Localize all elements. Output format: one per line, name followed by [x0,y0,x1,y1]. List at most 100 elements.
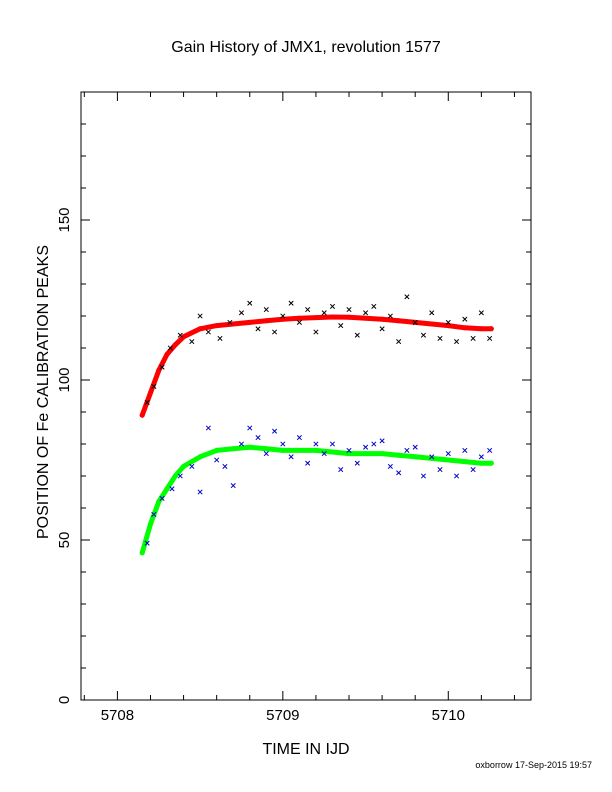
data-point [371,303,377,309]
data-point [462,447,468,453]
data-point [470,467,476,473]
data-point [453,339,460,345]
data-point [280,313,286,319]
data-point [412,444,418,450]
data-point [139,412,145,418]
data-point [238,310,245,316]
data-point [354,332,360,338]
data-point [181,463,187,469]
data-point [217,335,223,341]
data-point [288,300,294,306]
data-point [151,511,157,517]
data-point [159,364,165,370]
data-point [404,447,410,453]
data-point [205,425,211,431]
series-2 [139,444,494,556]
data-point [263,318,269,324]
data-point [404,294,410,300]
data-point [144,540,150,546]
data-point [379,451,385,457]
data-point [313,315,319,321]
data-point [321,310,327,316]
data-point [181,334,187,340]
data-point [167,345,173,351]
data-point [363,310,369,316]
data-point [313,447,319,453]
data-point [478,460,484,466]
data-point [478,326,484,332]
data-point [230,446,236,452]
data-point [164,486,170,492]
data-point [462,325,468,331]
data-point [230,321,236,327]
data-point [420,332,427,338]
data-point [453,473,460,479]
data-point [445,319,451,325]
data-point [296,315,302,321]
data-point [437,467,443,473]
data-point [238,441,245,447]
data-point [412,319,418,325]
data-point [313,441,319,447]
series-3 [144,425,493,546]
y-tick-label: 50 [56,532,73,549]
data-point [338,467,344,473]
data-point [396,318,402,324]
data-point [420,473,427,479]
data-point [214,323,220,329]
data-point [363,315,369,321]
data-point [247,425,253,431]
data-point [296,435,302,441]
data-point [255,326,261,332]
data-point [329,441,336,447]
data-point [346,447,352,453]
data-point [363,451,369,457]
data-point [151,383,157,389]
data-point [214,457,220,463]
data-point [387,463,393,469]
data-point [159,495,165,501]
data-point [139,550,145,556]
data-point [412,454,418,460]
data-point [255,435,261,441]
data-point [478,310,484,316]
data-point [478,454,484,460]
data-point [247,444,253,450]
footer-timestamp: oxborrow 17-Sep-2015 19:57 [475,760,592,770]
data-point [197,489,203,495]
data-point [227,319,233,325]
data-point [346,307,352,313]
y-tick-label: 0 [56,696,73,704]
data-point [437,335,443,341]
data-point [197,326,203,332]
data-point [296,447,302,453]
x-axis-label: TIME IN IJD [262,741,349,758]
data-point [172,342,178,348]
data-point [189,339,195,345]
data-point [445,451,451,457]
y-tick-label: 100 [56,367,73,392]
data-point [487,447,493,453]
data-point [263,446,269,452]
data-point [379,438,385,444]
data-point [164,351,170,357]
x-tick-label: 5710 [432,707,465,724]
data-point [470,335,476,341]
data-point [280,441,286,447]
data-point [280,447,286,453]
data-point [338,323,344,329]
data-point [288,454,294,460]
data-point [329,449,335,455]
data-point [488,460,494,466]
data-point [429,310,435,316]
data-point [296,319,302,325]
series-layer [139,294,494,556]
data-point [329,303,336,309]
data-point [379,326,385,332]
data-point [222,463,228,469]
data-point [177,332,183,338]
data-point [230,483,236,489]
y-tick-label: 150 [56,207,73,232]
data-point [169,486,175,492]
